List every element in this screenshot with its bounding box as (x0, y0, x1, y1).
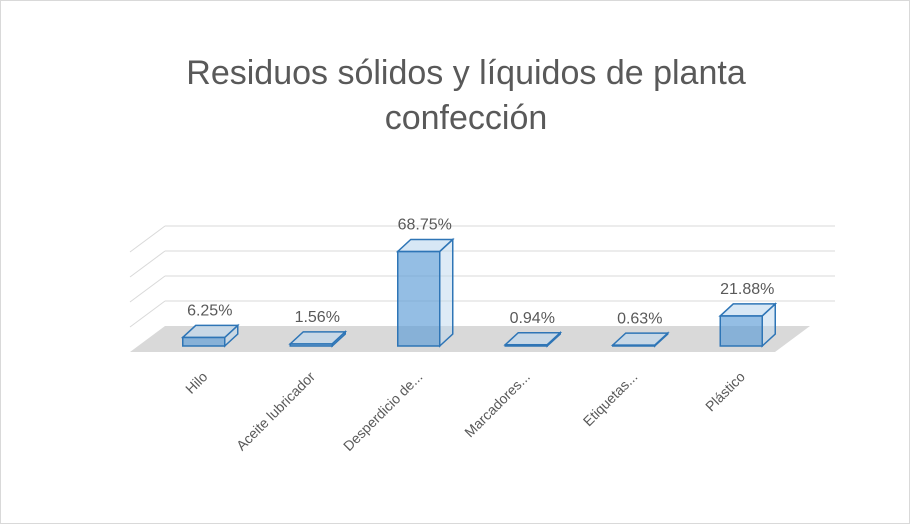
bar (182, 336, 226, 347)
value-label: 0.63% (617, 310, 662, 327)
bar (397, 250, 441, 347)
bar-top (718, 303, 778, 317)
bar-side (439, 237, 454, 348)
grid-line-side (129, 250, 166, 278)
bar-top (395, 238, 455, 253)
title-part: Residuos sólidos y líquidos de planta (186, 54, 746, 92)
grid-line-side (129, 300, 166, 328)
value-label: 68.75% (398, 217, 452, 234)
bar-top (610, 332, 670, 346)
bar-top (180, 324, 240, 339)
bar-top (503, 331, 563, 346)
title-part: confección (385, 99, 548, 137)
bar-top (288, 331, 348, 345)
grid-line-side (129, 225, 166, 253)
grid-line-side (129, 275, 166, 303)
value-label: 6.25% (187, 303, 232, 320)
chart-title: Residuos sólidos y líquidos de planta con… (186, 54, 746, 137)
value-label: 0.94% (510, 310, 555, 327)
value-label: 1.56% (295, 309, 340, 326)
value-label: 21.88% (720, 281, 774, 298)
bar (719, 315, 763, 347)
